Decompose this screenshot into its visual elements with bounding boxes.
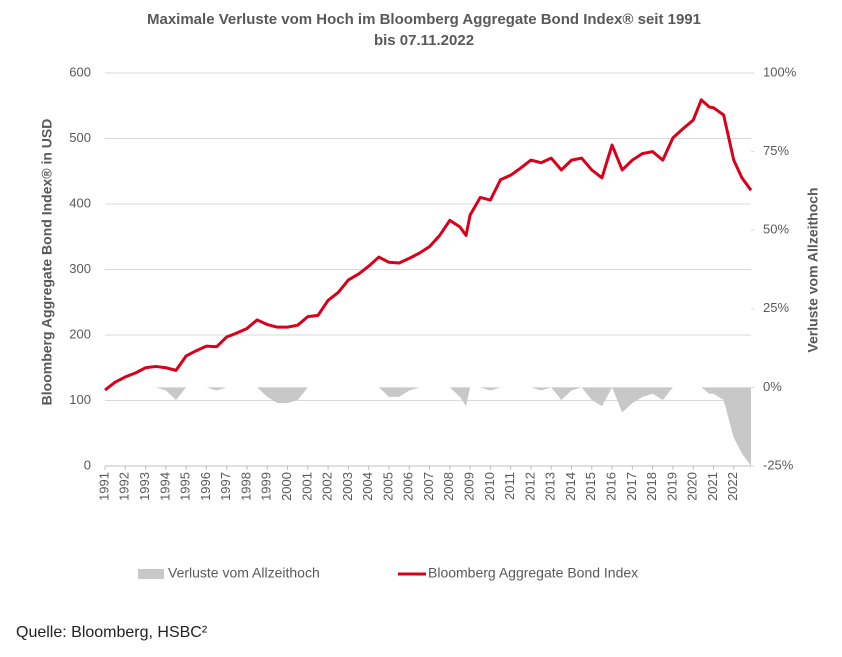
legend-label: Verluste vom Allzeithoch	[168, 565, 320, 581]
chart-title: bis 07.11.2022	[374, 32, 474, 49]
x-tick-label: 2020	[685, 472, 700, 501]
x-tick-label: 2007	[421, 472, 436, 501]
x-tick-label: 2021	[705, 472, 720, 501]
y-tick-label: 500	[69, 130, 91, 145]
x-tick-label: 2022	[725, 472, 740, 501]
x-tick-label: 2018	[644, 472, 659, 501]
y2-tick-label: 25%	[763, 300, 789, 315]
legend-label: Bloomberg Aggregate Bond Index	[428, 565, 638, 581]
y2-tick-label: 0%	[763, 379, 782, 394]
x-tick-label: 2003	[340, 472, 355, 501]
x-tick-label: 1993	[137, 472, 152, 501]
y-tick-label: 100	[69, 392, 91, 407]
x-tick-label: 2013	[543, 472, 558, 501]
y2-tick-label: 100%	[763, 64, 797, 79]
chart-title: Maximale Verluste vom Hoch im Bloomberg …	[147, 11, 701, 28]
x-tick-label: 2012	[522, 472, 537, 501]
x-tick-label: 2004	[360, 472, 375, 501]
x-tick-label: 2010	[482, 472, 497, 501]
x-tick-label: 1998	[238, 472, 253, 501]
x-tick-label: 2002	[320, 472, 335, 501]
x-tick-label: 1991	[96, 472, 111, 501]
x-tick-label: 2000	[279, 472, 294, 501]
y-tick-label: 600	[69, 64, 91, 79]
y-tick-label: 0	[84, 457, 91, 472]
x-tick-label: 2016	[604, 472, 619, 501]
area	[105, 387, 751, 466]
line	[104, 98, 753, 392]
x-tick-label: 2005	[380, 472, 395, 501]
y2-tick-label: 50%	[763, 222, 789, 237]
x-tick-label: 1992	[117, 472, 132, 501]
y2-tick-label: -25%	[763, 457, 794, 472]
x-tick-label: 2006	[401, 472, 416, 501]
x-tick-label: 2008	[441, 472, 456, 501]
x-tick-label: 1996	[198, 472, 213, 501]
legend-swatch	[138, 569, 164, 579]
x-tick-label: 1997	[218, 472, 233, 501]
x-tick-label: 2009	[462, 472, 477, 501]
y-tick-label: 200	[69, 326, 91, 341]
x-tick-label: 2001	[299, 472, 314, 501]
y-axis-title: Bloomberg Aggregate Bond Index® in USD	[39, 119, 55, 406]
x-tick-label: 2014	[563, 472, 578, 501]
x-tick-label: 2015	[583, 472, 598, 501]
y-tick-label: 400	[69, 195, 91, 210]
x-tick-label: 1999	[259, 472, 274, 501]
x-tick-label: 2019	[664, 472, 679, 501]
y2-axis-title: Verluste vom Allzeithoch	[805, 187, 821, 352]
source-note: Quelle: Bloomberg, HSBC²	[16, 624, 208, 641]
x-tick-label: 1995	[178, 472, 193, 501]
y-tick-label: 300	[69, 261, 91, 276]
x-tick-label: 1994	[157, 472, 172, 501]
x-tick-label: 2011	[502, 472, 517, 500]
y2-tick-label: 75%	[763, 143, 789, 158]
x-tick-label: 2017	[624, 472, 639, 501]
